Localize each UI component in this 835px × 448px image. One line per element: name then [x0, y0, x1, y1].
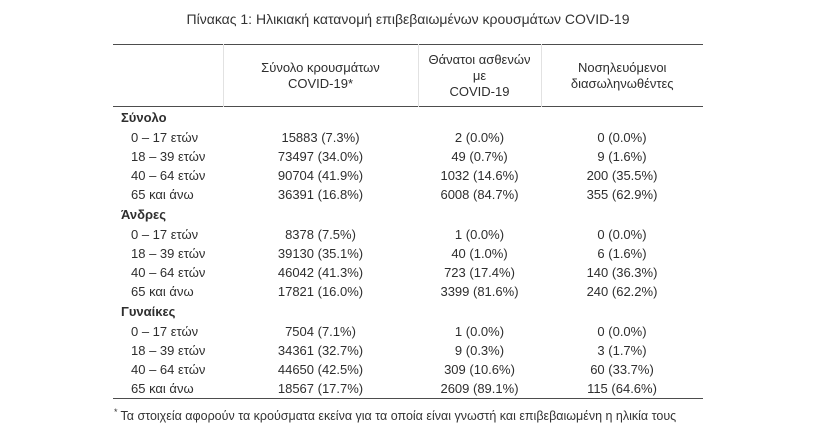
page-title: Πίνακας 1: Ηλικιακή κατανομή επιβεβαιωμέ… [186, 11, 630, 27]
column-header-empty [113, 45, 223, 107]
cell-intubated: 3 (1.7%) [597, 343, 647, 358]
cell-deaths: 9 (0.3%) [454, 343, 505, 358]
empty-cell [418, 204, 541, 225]
cell-cases: 18567 (17.7%) [223, 379, 418, 399]
cell-intubated: 9 (1.6%) [597, 149, 647, 164]
column-header-line1: Σύνολο κρουσμάτων [261, 60, 380, 75]
table-body: Σύνολο 0 – 17 ετών 15883 (7.3%) 2 (0.0%) 0 (… [113, 107, 703, 399]
column-header-line1: Θάνατοι ασθενών με [428, 52, 531, 83]
column-header-2: Θάνατοι ασθενών με COVID-19 [417, 44, 541, 107]
row-label: 65 και άνω [131, 187, 194, 202]
empty-cell [223, 204, 418, 225]
row-label: 40 – 64 ετών [131, 168, 206, 183]
cell-intubated: 0 (0.0%) [597, 227, 647, 242]
cell-deaths: 2 (0.0%) [454, 130, 505, 145]
table-row: 40 – 64 ετών 46042 (41.3%) 723 (17.4%) 140 … [113, 263, 703, 282]
row-label: 0 – 17 ετών [131, 130, 199, 145]
cell-cases: 90704 (41.9%) [277, 168, 364, 183]
cell-intubated: 140 (36.3%) [586, 265, 658, 280]
table-row: 0 – 17 ετών 8378 (7.5%) 1 (0.0%) 0 (0.0%) [113, 225, 703, 244]
cell-intubated: 240 (62.2%) [586, 284, 658, 299]
cell-deaths: 2609 (89.1%) [418, 379, 541, 399]
section-label: Άνδρες [121, 207, 166, 222]
cell-cases: 7504 (7.1%) [285, 324, 356, 339]
table-row: 18 – 39 ετών 73497 (34.0%) 49 (0.7%) 9 (1.6… [113, 147, 703, 166]
cell-intubated: 0 (0.0%) [597, 130, 647, 145]
table-row: 40 – 64 ετών 44650 (42.5%) 309 (10.6%) 60 (… [113, 360, 703, 379]
cell-deaths: 3399 (81.6%) [440, 284, 519, 299]
report-page: Πίνακας 1: Ηλικιακή κατανομή επιβεβαιωμέ… [113, 0, 703, 424]
cell-cases: 39130 (35.1%) [277, 246, 364, 261]
section-label: Σύνολο [121, 110, 167, 125]
cell-deaths: 49 (0.7%) [451, 149, 508, 164]
row-label: 0 – 17 ετών [131, 324, 199, 339]
table-row: 18 – 39 ετών 39130 (35.1%) 40 (1.0%) 6 (1.6… [113, 244, 703, 263]
row-label: 65 και άνω [113, 379, 223, 399]
table-row: 40 – 64 ετών 90704 (41.9%) 1032 (14.6%) 200… [113, 166, 703, 185]
cell-cases: 34361 (32.7%) [277, 343, 364, 358]
table-row: 18 – 39 ετών 34361 (32.7%) 9 (0.3%) 3 (1.7%… [113, 341, 703, 360]
cell-cases: 17821 (16.0%) [277, 284, 364, 299]
section-row: Άνδρες [113, 204, 703, 225]
cell-cases: 15883 (7.3%) [281, 130, 360, 145]
covid-age-table: Σύνολο κρουσμάτων COVID-19* Θάνατοι ασθενώ… [113, 44, 703, 399]
footnote: * Τα στοιχεία αφορούν τα κρούσματα εκείνα… [113, 404, 703, 424]
column-header-3: Νοσηλευόμενοι διασωληνωθέντες [540, 44, 703, 107]
row-label: 40 – 64 ετών [131, 265, 206, 280]
table-row: 65 και άνω 36391 (16.8%) 6008 (84.7%) 355 (… [113, 185, 703, 204]
column-header-1: Σύνολο κρουσμάτων COVID-19* [222, 44, 418, 107]
cell-intubated: 60 (33.7%) [590, 362, 654, 377]
cell-intubated: 6 (1.6%) [597, 246, 647, 261]
cell-cases: 44650 (42.5%) [277, 362, 364, 377]
column-header-line1: Νοσηλευόμενοι [578, 60, 667, 75]
section-row: Γυναίκες [113, 301, 703, 322]
cell-deaths: 723 (17.4%) [444, 265, 515, 280]
cell-intubated: 115 (64.6%) [541, 379, 703, 399]
cell-deaths: 1 (0.0%) [454, 227, 505, 242]
empty-cell [418, 301, 541, 322]
empty-cell [541, 107, 703, 129]
cell-deaths: 40 (1.0%) [451, 246, 508, 261]
cell-intubated: 200 (35.5%) [586, 168, 658, 183]
cell-intubated: 0 (0.0%) [597, 324, 647, 339]
cell-cases: 46042 (41.3%) [277, 265, 364, 280]
cell-deaths: 6008 (84.7%) [440, 187, 519, 202]
cell-cases: 36391 (16.8%) [277, 187, 364, 202]
cell-cases: 73497 (34.0%) [277, 149, 364, 164]
row-label: 40 – 64 ετών [131, 362, 206, 377]
row-label: 0 – 17 ετών [131, 227, 199, 242]
footnote-text: Τα στοιχεία αφορούν τα κρούσματα εκείνα … [120, 409, 677, 424]
footnote-marker: * [114, 407, 118, 417]
empty-cell [418, 107, 541, 129]
empty-cell [223, 107, 418, 129]
table-row: 65 και άνω 17821 (16.0%) 3399 (81.6%) 240 (… [113, 282, 703, 301]
header-row: Σύνολο κρουσμάτων COVID-19* Θάνατοι ασθενώ… [113, 44, 703, 107]
table-row: 65 και άνω 18567 (17.7%) 2609 (89.1%) 115 (… [113, 379, 703, 399]
cell-deaths: 1032 (14.6%) [440, 168, 519, 183]
empty-cell [223, 301, 418, 322]
column-header-line2: COVID-19 [449, 84, 510, 99]
cell-deaths: 309 (10.6%) [444, 362, 515, 377]
row-label: 18 – 39 ετών [131, 246, 206, 261]
column-header-line2: COVID-19* [287, 76, 354, 91]
table-row: 0 – 17 ετών 7504 (7.1%) 1 (0.0%) 0 (0.0%) [113, 322, 703, 341]
section-row: Σύνολο [113, 107, 703, 129]
cell-intubated: 355 (62.9%) [586, 187, 658, 202]
column-header-line2: διασωληνωθέντες [570, 76, 674, 91]
row-label: 18 – 39 ετών [131, 149, 206, 164]
table-header: Σύνολο κρουσμάτων COVID-19* Θάνατοι ασθενώ… [113, 44, 703, 107]
empty-cell [541, 204, 703, 225]
row-label: 18 – 39 ετών [131, 343, 206, 358]
empty-cell [541, 301, 703, 322]
row-label: 65 και άνω [131, 284, 194, 299]
table-row: 0 – 17 ετών 15883 (7.3%) 2 (0.0%) 0 (0.0%) [113, 128, 703, 147]
cell-deaths: 1 (0.0%) [454, 324, 505, 339]
section-label: Γυναίκες [121, 304, 176, 319]
cell-cases: 8378 (7.5%) [285, 227, 356, 242]
